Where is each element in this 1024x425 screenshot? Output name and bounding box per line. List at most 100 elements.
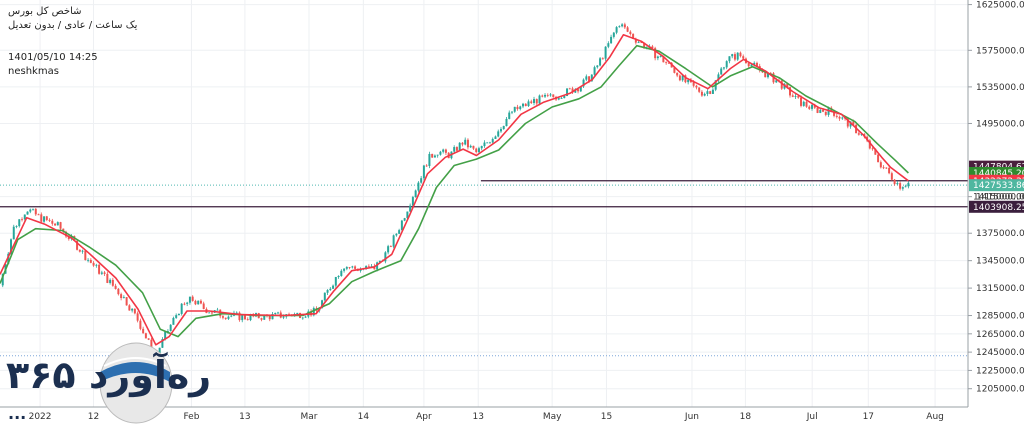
- candle-body: [596, 65, 599, 68]
- horizontal-levels[interactable]: [0, 180, 968, 357]
- candle-body: [695, 85, 698, 88]
- price-axis[interactable]: 1625000.00 1575000.00 1535000.00 1495000.00…: [968, 1, 1024, 395]
- y-tick-label: 1245000.00: [976, 348, 1024, 358]
- candle-body: [590, 74, 593, 82]
- grid: [0, 0, 968, 407]
- candle-body: [241, 315, 244, 321]
- candle-body: [527, 101, 530, 107]
- candle-body: [54, 223, 57, 226]
- candle-body: [612, 32, 615, 37]
- candle-body: [665, 62, 668, 64]
- candle-body: [885, 167, 888, 169]
- candle-body: [45, 216, 48, 220]
- candle-body: [846, 118, 849, 127]
- candle-body: [654, 48, 657, 59]
- candle-body: [568, 88, 571, 90]
- candle-body: [1, 273, 4, 286]
- candle-body: [32, 208, 35, 210]
- candle-body: [681, 75, 684, 81]
- candle-body: [579, 86, 582, 92]
- candle-body: [893, 179, 896, 185]
- candle-body: [186, 302, 189, 304]
- candle-body: [700, 91, 703, 96]
- candle-body: [398, 230, 401, 234]
- candle-body: [519, 106, 522, 110]
- candle-body: [84, 250, 87, 261]
- candle-body: [673, 67, 676, 73]
- y-tick-label: 1415000.00: [976, 193, 1024, 203]
- candle-body: [133, 308, 136, 314]
- candle-body: [260, 318, 263, 320]
- candle-body: [136, 313, 139, 321]
- candle-body: [659, 56, 662, 58]
- candle-body: [238, 312, 241, 321]
- candle-body: [147, 338, 150, 340]
- x-tick-label: Aug: [926, 412, 944, 422]
- candle-body: [95, 264, 98, 266]
- candle-body: [100, 272, 103, 274]
- symbol-title: شاخص کل بورس: [8, 6, 82, 17]
- candle-body: [794, 96, 797, 97]
- x-tick-label: Jul: [806, 412, 818, 422]
- candle-body: [29, 209, 32, 212]
- candle-body: [114, 285, 117, 289]
- candle-body: [199, 300, 202, 304]
- y-tick-label: 1535000.00: [976, 83, 1024, 93]
- candle-body: [618, 26, 621, 28]
- candle-body: [48, 219, 51, 221]
- candle-body: [717, 74, 720, 81]
- candle-body: [601, 58, 604, 60]
- price-label-text: 1415000.00: [973, 193, 1024, 203]
- candle-body: [334, 277, 337, 286]
- candle-body: [122, 297, 125, 299]
- candle-body: [629, 31, 632, 35]
- candle-body: [888, 168, 891, 174]
- candle-body: [466, 139, 469, 148]
- candle-body: [725, 61, 728, 68]
- candle-body: [67, 236, 70, 240]
- candle-body: [439, 151, 442, 155]
- candle-body: [208, 312, 211, 314]
- candle-body: [12, 226, 15, 240]
- candle-body: [337, 275, 340, 278]
- candle-body: [901, 187, 904, 189]
- candle-body: [733, 54, 736, 60]
- candle-body: [188, 296, 191, 303]
- candle-body: [177, 313, 180, 316]
- candle-body: [389, 246, 392, 247]
- candle-body: [158, 347, 161, 354]
- candle-body: [425, 165, 428, 167]
- candle-body: [444, 149, 447, 153]
- candle-body: [120, 294, 123, 299]
- candle-body: [786, 83, 789, 88]
- candle-body: [637, 42, 640, 44]
- candle-body: [131, 308, 134, 311]
- price-label-text: 1440845.20: [973, 169, 1024, 179]
- candle-body: [98, 264, 101, 274]
- candle-body: [632, 34, 635, 39]
- candle-body: [103, 272, 106, 274]
- candle-body: [544, 94, 547, 97]
- candle-body: [676, 72, 679, 76]
- candle-body: [604, 46, 607, 59]
- candle-body: [376, 262, 379, 270]
- candle-body: [766, 73, 769, 78]
- candle-body: [626, 27, 629, 32]
- price-labels: 1447804.621440845.201432372.331427533.86…: [969, 160, 1024, 213]
- candle-body: [431, 153, 434, 158]
- candle-body: [750, 64, 753, 67]
- candle-body: [711, 89, 714, 94]
- candle-body: [610, 36, 613, 44]
- candle-body: [271, 313, 274, 320]
- y-tick-label: 1315000.00: [976, 284, 1024, 294]
- candle-body: [106, 273, 109, 283]
- candle-body: [370, 265, 373, 267]
- candle-body: [720, 68, 723, 75]
- candle-body: [194, 300, 197, 305]
- x-tick-label: Apr: [416, 412, 432, 422]
- candle-body: [164, 331, 167, 340]
- candle-body: [662, 56, 665, 63]
- time-axis[interactable]: 2022 12 Feb 13 Mar 14 Apr 13 May 15 Jun 18 Jul 17 Aug: [29, 412, 944, 422]
